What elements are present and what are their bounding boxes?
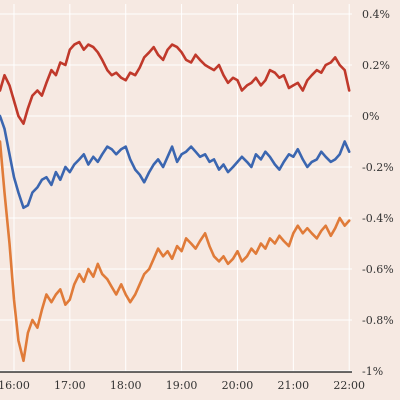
grid-lines bbox=[0, 4, 352, 372]
y-tick-label: -0.8% bbox=[362, 314, 394, 327]
y-tick-label: -0.2% bbox=[362, 161, 394, 174]
x-tick-label: 17:00 bbox=[54, 379, 86, 392]
series-line-1 bbox=[0, 40, 351, 125]
y-tick-labels: 0.4% 0.2% 0% -0.2% -0.4% -0.6% -0.8% -1% bbox=[362, 8, 394, 378]
x-tick-label: 20:00 bbox=[222, 379, 254, 392]
x-tick-label: 18:00 bbox=[110, 379, 142, 392]
x-tick-labels: 16:00 17:00 18:00 19:00 20:00 21:00 22:00 bbox=[0, 379, 365, 392]
y-tick-label: -1% bbox=[362, 365, 383, 378]
y-tick-label: 0.4% bbox=[362, 8, 390, 21]
series-line-3 bbox=[0, 140, 351, 363]
series-group bbox=[0, 40, 351, 363]
x-tick-label: 16:00 bbox=[0, 379, 30, 392]
series-line-2 bbox=[0, 114, 351, 210]
x-tick-label: 22:00 bbox=[333, 379, 365, 392]
y-tick-label: 0% bbox=[362, 110, 379, 123]
y-tick-label: -0.6% bbox=[362, 263, 394, 276]
x-tick-label: 21:00 bbox=[277, 379, 309, 392]
y-tick-label: -0.4% bbox=[362, 212, 394, 225]
x-tick-label: 19:00 bbox=[166, 379, 198, 392]
y-tick-label: 0.2% bbox=[362, 59, 390, 72]
